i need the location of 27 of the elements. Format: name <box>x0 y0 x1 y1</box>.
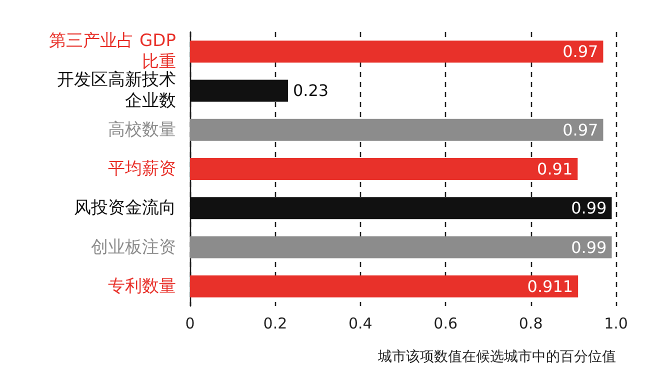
bar <box>190 40 604 63</box>
bar <box>190 197 612 220</box>
data-label: 0.911 <box>527 276 574 296</box>
x-tick-label: 0.4 <box>348 314 372 332</box>
data-label: 0.23 <box>292 81 329 100</box>
x-tick-label: 0.2 <box>263 314 288 332</box>
x-tick-label: 0.8 <box>518 314 543 332</box>
bar <box>190 236 612 258</box>
data-label: 0.99 <box>571 198 607 218</box>
y-tick-label: 高校数量 <box>108 120 176 140</box>
x-tick-label: 1.0 <box>604 314 628 332</box>
x-tick-label: 0.6 <box>434 314 458 332</box>
bar <box>190 158 578 180</box>
y-tick-label: 开发区高新技术企业数 <box>57 70 176 112</box>
bar <box>190 118 604 141</box>
data-label: 0.91 <box>537 160 573 178</box>
y-tick-label: 专利数量 <box>108 276 176 296</box>
bar <box>190 80 288 102</box>
x-axis-title: 城市该项数值在候选城市中的百分位值 <box>377 349 616 365</box>
bar <box>190 275 578 298</box>
data-label: 0.97 <box>562 42 598 62</box>
y-tick-label: 风投资金流向 <box>74 198 176 218</box>
x-tick-label: 0 <box>185 314 195 332</box>
y-tick-label: 平均薪资 <box>108 159 176 179</box>
data-label: 0.99 <box>571 238 607 257</box>
data-label: 0.97 <box>562 120 598 140</box>
y-tick-label: 创业板注资 <box>91 237 176 258</box>
